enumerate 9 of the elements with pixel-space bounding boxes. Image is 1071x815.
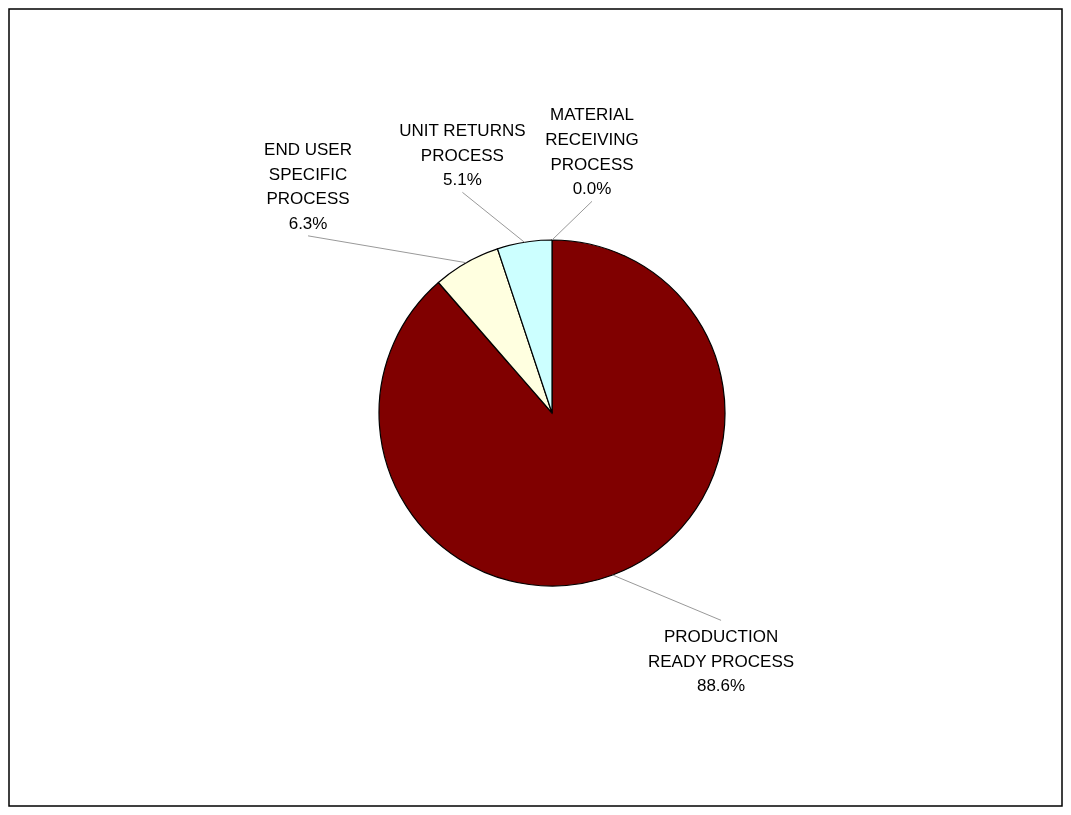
text: 0.0% bbox=[572, 179, 612, 199]
slice-label: END USER SPECIFIC PROCESS bbox=[264, 139, 352, 209]
data-label: 88.6% bbox=[696, 676, 746, 696]
pie-slice bbox=[378, 239, 726, 587]
slice-label: UNIT RETURNS PROCESS bbox=[399, 121, 526, 165]
data-label: 5.1% bbox=[443, 170, 482, 190]
slice-label: PRODUCTION READY PROCESS bbox=[647, 627, 795, 671]
data-label: 6.3% bbox=[288, 213, 328, 233]
category-label: MATERIAL RECEIVING PROCESS bbox=[545, 105, 639, 174]
